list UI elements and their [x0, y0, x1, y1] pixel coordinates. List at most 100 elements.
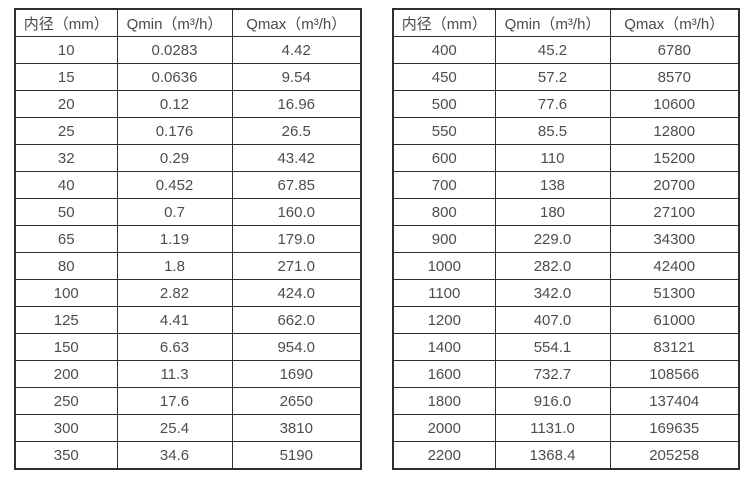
table-row: 150 6.63 954.0 [14, 333, 362, 361]
table-cell: 1.8 [116, 252, 233, 280]
column-header-qmax: Qmax（m³/h） [231, 8, 362, 37]
column-header-diameter: 内径（mm） [392, 8, 496, 37]
table-cell: 1800 [392, 387, 496, 415]
table-cell: 700 [392, 171, 496, 199]
table-row: 2000 1131.0 169635 [392, 414, 740, 442]
table-cell: 282.0 [494, 252, 611, 280]
table-cell: 2200 [392, 441, 496, 470]
table-row: 1100 342.0 51300 [392, 279, 740, 307]
table-cell: 160.0 [231, 198, 362, 226]
table-cell: 85.5 [494, 117, 611, 145]
column-header-qmin: Qmin（m³/h） [494, 8, 611, 37]
table-cell: 2000 [392, 414, 496, 442]
table-row: 65 1.19 179.0 [14, 225, 362, 253]
table-cell: 450 [392, 63, 496, 91]
table-cell: 100 [14, 279, 118, 307]
table-cell: 65 [14, 225, 118, 253]
table-cell: 6.63 [116, 333, 233, 361]
table-cell: 200 [14, 360, 118, 388]
table-cell: 67.85 [231, 171, 362, 199]
table-cell: 1131.0 [494, 414, 611, 442]
table-cell: 3810 [231, 414, 362, 442]
table-cell: 169635 [609, 414, 740, 442]
table-row: 1600 732.7 108566 [392, 360, 740, 388]
table-cell: 110 [494, 144, 611, 172]
table-row: 32 0.29 43.42 [14, 144, 362, 172]
table-cell: 407.0 [494, 306, 611, 334]
table-cell: 9.54 [231, 63, 362, 91]
table-row: 1200 407.0 61000 [392, 306, 740, 334]
table-row: 350 34.6 5190 [14, 441, 362, 470]
table-cell: 0.29 [116, 144, 233, 172]
table-cell: 61000 [609, 306, 740, 334]
table-cell: 600 [392, 144, 496, 172]
table-row: 450 57.2 8570 [392, 63, 740, 91]
table-row: 700 138 20700 [392, 171, 740, 199]
table-cell: 424.0 [231, 279, 362, 307]
table-row: 900 229.0 34300 [392, 225, 740, 253]
column-header-qmax: Qmax（m³/h） [609, 8, 740, 37]
table-cell: 5190 [231, 441, 362, 470]
table-cell: 0.176 [116, 117, 233, 145]
table-cell: 150 [14, 333, 118, 361]
table-cell: 1200 [392, 306, 496, 334]
table-row: 125 4.41 662.0 [14, 306, 362, 334]
table-cell: 180 [494, 198, 611, 226]
table-cell: 25.4 [116, 414, 233, 442]
table-row: 800 180 27100 [392, 198, 740, 226]
table-cell: 2.82 [116, 279, 233, 307]
table-cell: 250 [14, 387, 118, 415]
table-cell: 42400 [609, 252, 740, 280]
table-row: 25 0.176 26.5 [14, 117, 362, 145]
table-row: 2200 1368.4 205258 [392, 441, 740, 470]
table-cell: 1.19 [116, 225, 233, 253]
table-cell: 1600 [392, 360, 496, 388]
table-row: 10 0.0283 4.42 [14, 36, 362, 64]
table-cell: 350 [14, 441, 118, 470]
table-cell: 550 [392, 117, 496, 145]
table-cell: 20 [14, 90, 118, 118]
table-cell: 800 [392, 198, 496, 226]
table-cell: 57.2 [494, 63, 611, 91]
table-cell: 15200 [609, 144, 740, 172]
table-cell: 271.0 [231, 252, 362, 280]
table-cell: 77.6 [494, 90, 611, 118]
table-cell: 27100 [609, 198, 740, 226]
table-row: 100 2.82 424.0 [14, 279, 362, 307]
table-cell: 6780 [609, 36, 740, 64]
flow-range-table-small-diameters: 内径（mm） Qmin（m³/h） Qmax（m³/h） 10 0.0283 4.4… [14, 8, 362, 470]
table-row: 15 0.0636 9.54 [14, 63, 362, 91]
table-cell: 0.452 [116, 171, 233, 199]
table-cell: 137404 [609, 387, 740, 415]
flow-range-table-large-diameters: 内径（mm） Qmin（m³/h） Qmax（m³/h） 400 45.2 6780… [392, 8, 740, 470]
table-row: 1800 916.0 137404 [392, 387, 740, 415]
table-cell: 20700 [609, 171, 740, 199]
table-row: 300 25.4 3810 [14, 414, 362, 442]
table-row: 200 11.3 1690 [14, 360, 362, 388]
table-cell: 0.12 [116, 90, 233, 118]
table-cell: 25 [14, 117, 118, 145]
table-cell: 1100 [392, 279, 496, 307]
table-cell: 662.0 [231, 306, 362, 334]
table-cell: 32 [14, 144, 118, 172]
table-cell: 11.3 [116, 360, 233, 388]
table-cell: 229.0 [494, 225, 611, 253]
table-cell: 4.42 [231, 36, 362, 64]
column-header-diameter: 内径（mm） [14, 8, 118, 37]
table-cell: 554.1 [494, 333, 611, 361]
table-row: 250 17.6 2650 [14, 387, 362, 415]
table-cell: 43.42 [231, 144, 362, 172]
table-cell: 0.7 [116, 198, 233, 226]
table-cell: 1000 [392, 252, 496, 280]
table-header-row: 内径（mm） Qmin（m³/h） Qmax（m³/h） [14, 8, 362, 37]
table-cell: 34300 [609, 225, 740, 253]
table-cell: 732.7 [494, 360, 611, 388]
table-row: 1000 282.0 42400 [392, 252, 740, 280]
table-cell: 15 [14, 63, 118, 91]
table-cell: 10600 [609, 90, 740, 118]
table-header-row: 内径（mm） Qmin（m³/h） Qmax（m³/h） [392, 8, 740, 37]
table-cell: 80 [14, 252, 118, 280]
table-cell: 900 [392, 225, 496, 253]
table-cell: 51300 [609, 279, 740, 307]
table-cell: 108566 [609, 360, 740, 388]
